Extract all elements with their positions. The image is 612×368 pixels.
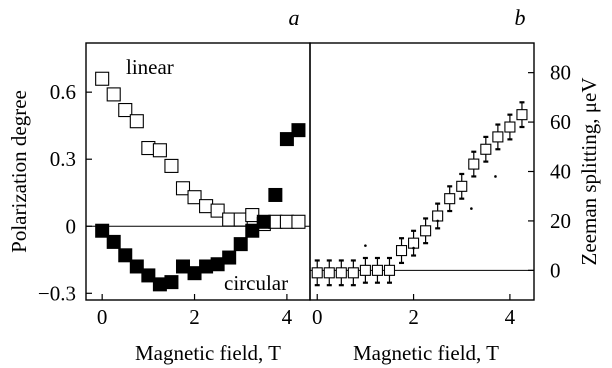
circular-point [106, 234, 121, 249]
panel-b-x-tick-label: 4 [505, 305, 516, 329]
panel-b-y-tick-label: 40 [550, 160, 571, 184]
panel-a-y-axis-title: Polarization degree [7, 90, 31, 253]
linear-point [118, 102, 133, 118]
panel-a-x-tick-label: 0 [97, 305, 108, 329]
linear-series-label: linear [126, 55, 174, 79]
zeeman-point [335, 267, 347, 279]
panel-a-x-tick-label: 2 [189, 305, 200, 329]
panel-b-x-tick-label: 2 [408, 305, 419, 329]
circular-point [245, 223, 260, 238]
zeeman-dot [470, 207, 473, 210]
panel-b-x-ticks: 0 2 4 [312, 294, 516, 329]
panel-b-y-tick-label: 60 [550, 110, 571, 134]
zeeman-point [468, 158, 480, 170]
zeeman-point [347, 267, 359, 279]
panel-b-y-axis-title: Zeeman splitting, μeV [577, 78, 601, 266]
panel-b-chart: 0 20 40 60 80 0 2 4 Zeeman splitting, μeV Magn… [309, 5, 601, 365]
panel-b-x-tick-label: 0 [312, 305, 323, 329]
zeeman-point [371, 264, 383, 276]
linear-point [175, 181, 191, 196]
zeeman-point [492, 131, 504, 143]
panel-b-y-tick-label: 80 [550, 61, 571, 85]
circular-point [233, 237, 248, 252]
zeeman-point [359, 264, 371, 276]
panel-a-chart: −0.3 0 0.3 0.6 0 2 4 Polarization degree Magn… [7, 5, 311, 365]
panel-a-x-tick-label: 4 [282, 305, 293, 329]
linear-point [152, 143, 167, 158]
zeeman-point [432, 210, 444, 222]
panel-a-letter: a [289, 5, 300, 30]
zeeman-point [480, 143, 492, 155]
zeeman-point [408, 237, 420, 249]
zeeman-point [516, 109, 528, 121]
panel-a-x-axis-title: Magnetic field, T [135, 341, 281, 365]
linear-point [187, 190, 202, 205]
circular-point [95, 223, 110, 238]
panel-a-y-ticks: −0.3 0 0.3 0.6 [38, 80, 92, 305]
zeeman-dot [494, 175, 497, 178]
circular-point [222, 250, 237, 265]
linear-point [129, 114, 144, 129]
zeeman-point [444, 193, 456, 205]
panel-a-x-ticks: 0 2 4 [97, 294, 293, 329]
panel-a-y-tick-label: 0.3 [50, 147, 76, 171]
panel-a-marks [95, 71, 306, 292]
panel-a-y-tick-label: −0.3 [38, 281, 76, 305]
circular-point [164, 275, 179, 290]
linear-point [210, 203, 225, 218]
linear-point [95, 71, 110, 86]
zeeman-point [420, 225, 432, 237]
zeeman-dot [412, 246, 415, 250]
panel-b-marks [311, 101, 528, 287]
zeeman-dot [364, 244, 367, 247]
panel-b-letter: b [515, 5, 526, 30]
zeeman-point [456, 180, 468, 192]
panel-a-y-tick-label: 0 [66, 214, 77, 238]
panel-b-y-tick-label: 0 [550, 258, 561, 282]
zeeman-point [395, 245, 408, 257]
panel-b-y-ticks: 0 20 40 60 80 [528, 61, 571, 282]
linear-point [106, 87, 121, 102]
zeeman-dot [436, 219, 439, 223]
circular-point [291, 123, 306, 138]
panel-b-x-axis-title: Magnetic field, T [353, 341, 499, 365]
circular-point [268, 187, 283, 202]
zeeman-point [383, 264, 396, 276]
linear-point [164, 158, 179, 173]
panel-a-y-tick-label: 0.6 [50, 80, 76, 104]
zeeman-point [504, 121, 516, 133]
circular-point [256, 214, 271, 229]
circular-point [129, 259, 144, 274]
linear-point [291, 214, 306, 229]
circular-point [118, 248, 133, 263]
circular-point [279, 132, 294, 147]
circular-series-label: circular [224, 271, 288, 295]
panel-b-y-tick-label: 20 [550, 209, 571, 233]
circular-point [141, 268, 156, 283]
zeeman-point [323, 267, 335, 279]
zeeman-point [311, 267, 323, 279]
